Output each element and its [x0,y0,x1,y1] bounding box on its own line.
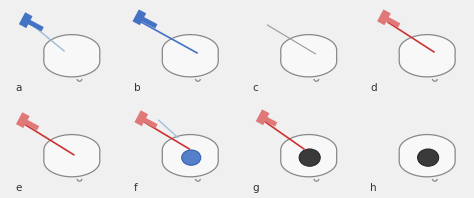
Polygon shape [162,135,219,177]
Text: e: e [15,183,21,193]
Text: f: f [134,183,137,193]
Text: a: a [15,83,21,93]
Polygon shape [44,135,100,177]
Polygon shape [281,35,337,77]
Text: h: h [371,183,377,193]
Text: c: c [252,83,258,93]
Polygon shape [399,35,455,77]
Polygon shape [44,35,100,77]
Ellipse shape [418,149,439,166]
Text: g: g [252,183,259,193]
Polygon shape [162,35,219,77]
Polygon shape [399,135,455,177]
Ellipse shape [182,150,201,165]
Polygon shape [281,135,337,177]
Text: d: d [371,83,377,93]
Text: b: b [134,83,140,93]
Ellipse shape [299,149,320,166]
